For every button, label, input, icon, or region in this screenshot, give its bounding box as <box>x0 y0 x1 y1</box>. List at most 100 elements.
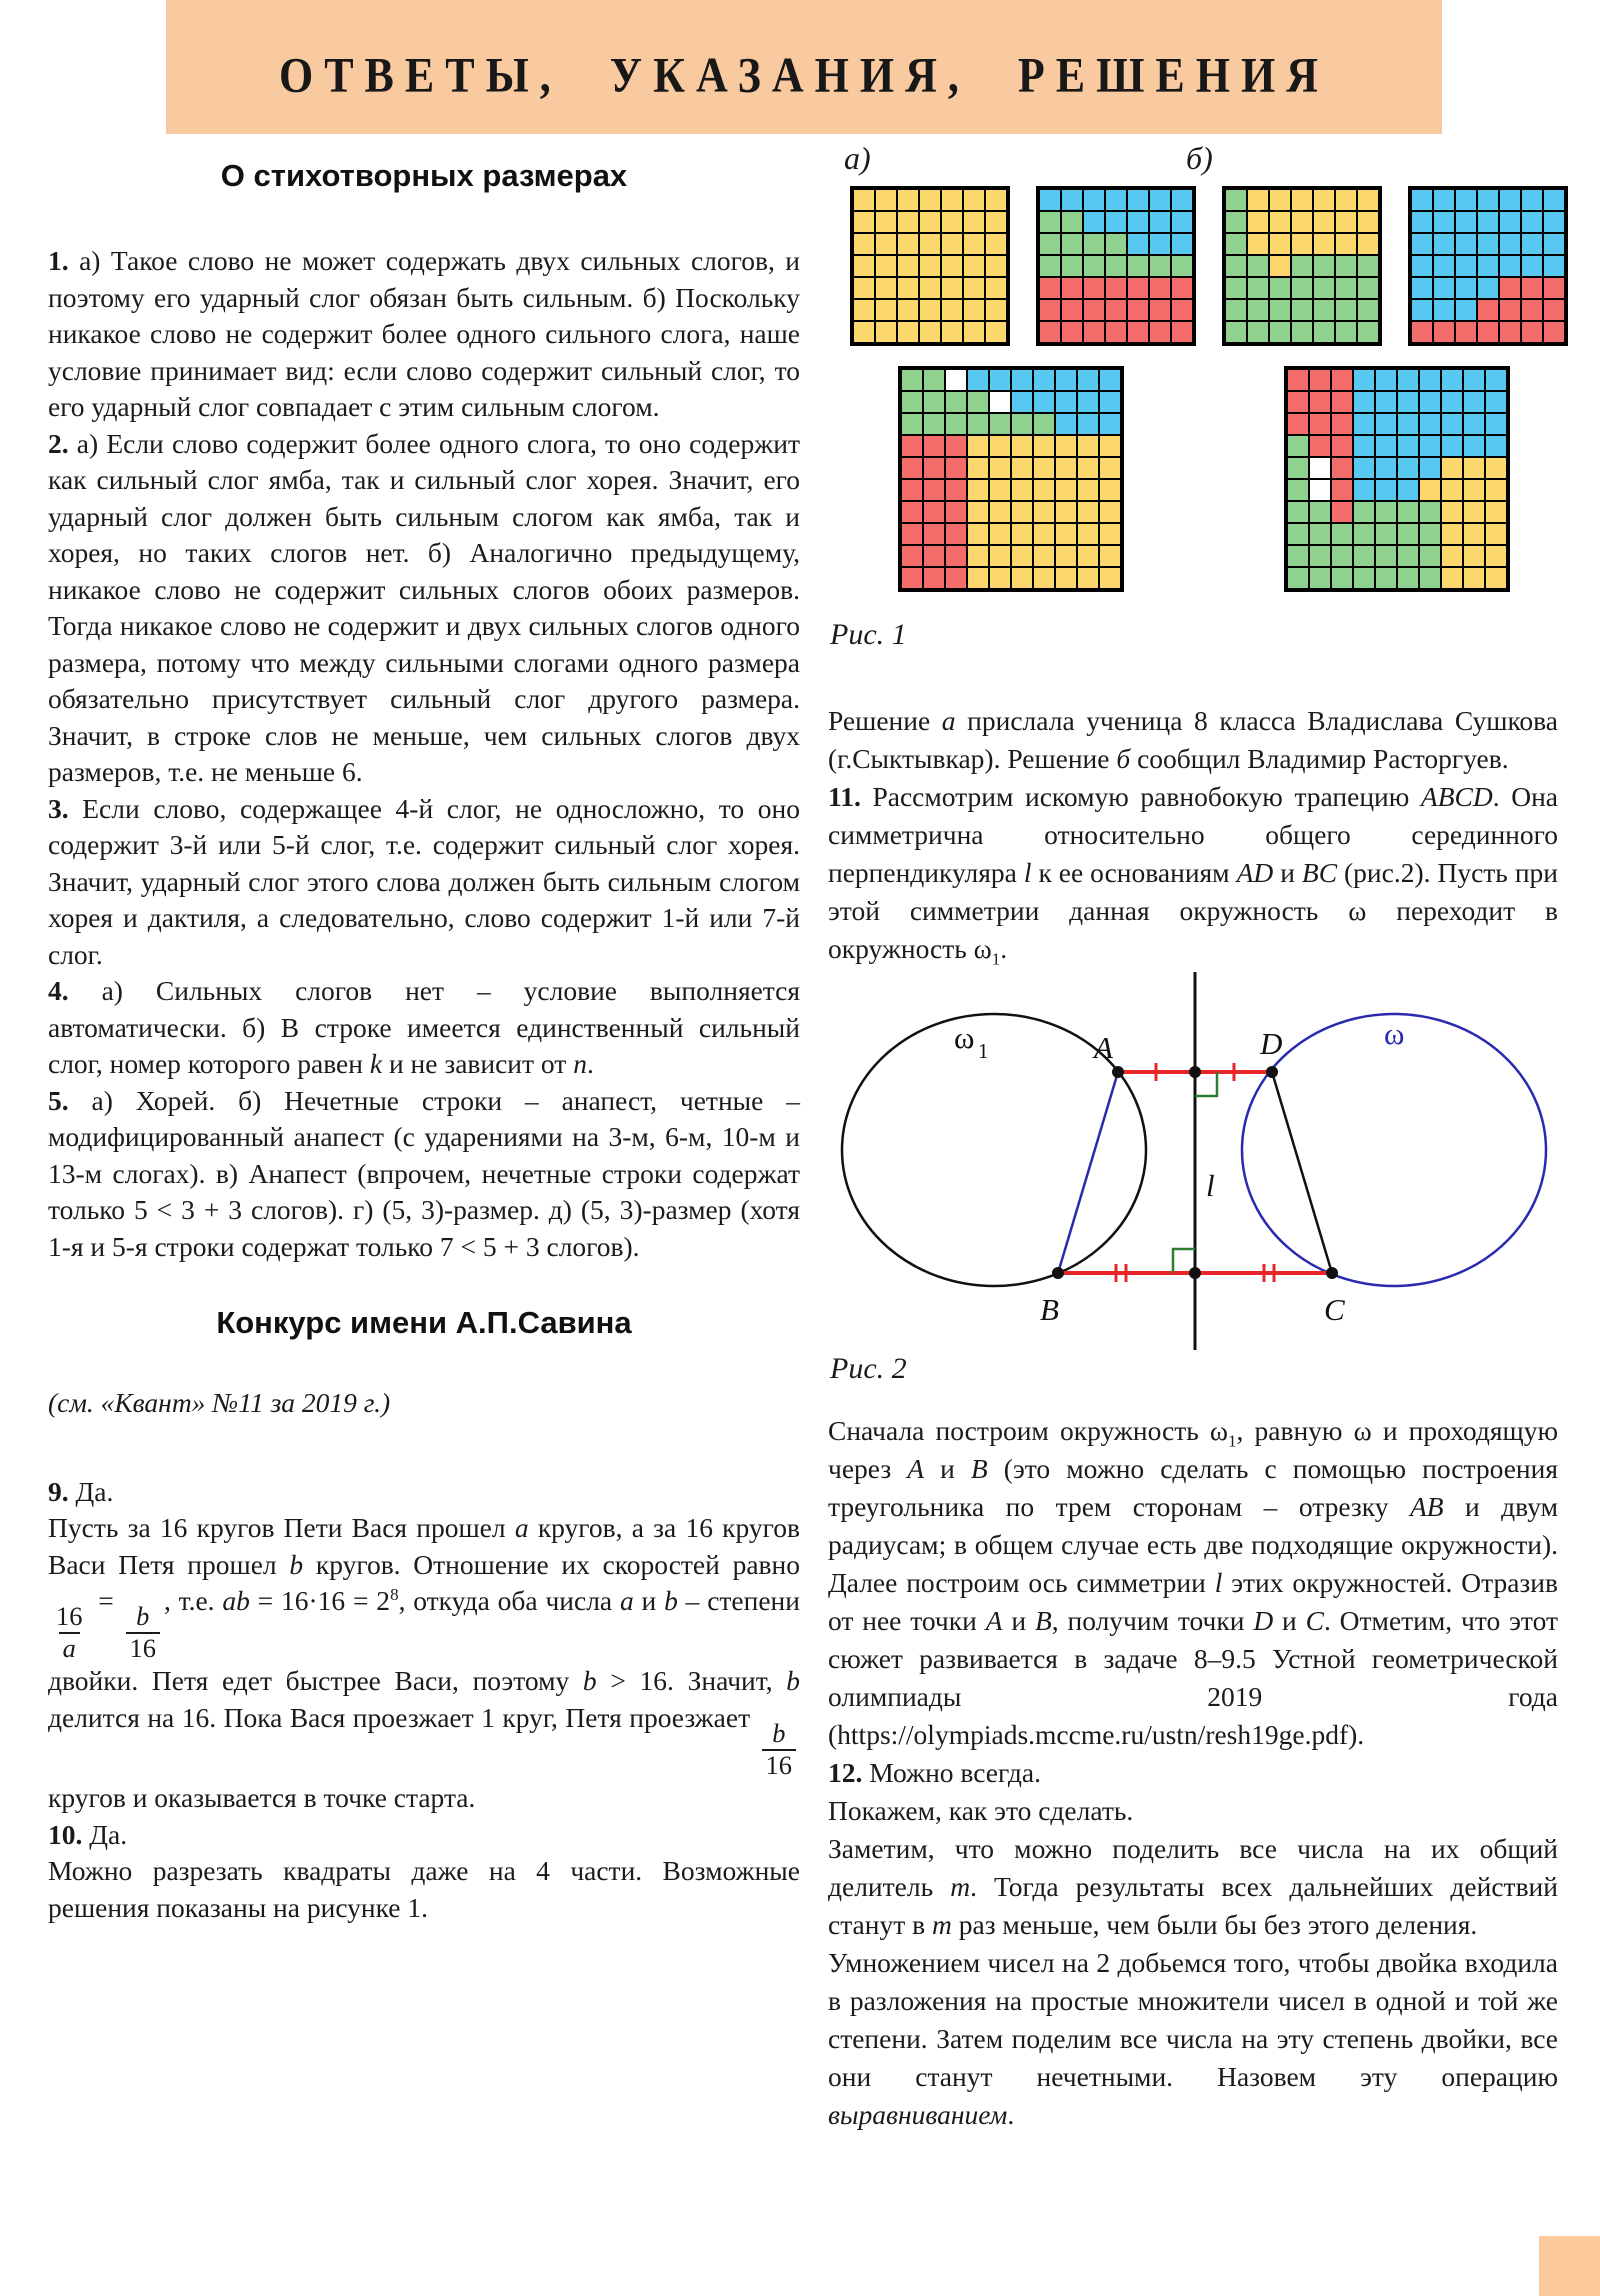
left-column: О стихотворных размерах 1. а) Такое слов… <box>48 140 800 1926</box>
grid-cell <box>923 457 945 479</box>
grid-cell <box>985 189 1007 211</box>
grid-cell <box>1331 391 1353 413</box>
grid-cell <box>1543 255 1565 277</box>
grid-cell <box>1485 457 1507 479</box>
grid-cell <box>967 567 989 589</box>
grid-cell <box>967 501 989 523</box>
circle-omega1 <box>840 1012 1148 1288</box>
page-header-band: ОТВЕТЫ, УКАЗАНИЯ, РЕШЕНИЯ <box>166 0 1442 134</box>
label-omega1: ω <box>954 1020 974 1055</box>
grid-cell <box>1083 277 1105 299</box>
grid-cell <box>875 255 897 277</box>
grid-cell <box>1033 369 1055 391</box>
grid-cell <box>1375 545 1397 567</box>
grid-cell <box>1375 413 1397 435</box>
grid-cell <box>1287 501 1309 523</box>
grid-cell <box>1171 321 1193 343</box>
grid-cell <box>1441 391 1463 413</box>
grid-cell <box>853 321 875 343</box>
grid-cell <box>1499 233 1521 255</box>
fraction: b 16 <box>125 1602 160 1663</box>
paragraph: Умножением чисел на 2 добьемся того, что… <box>828 1947 1558 2130</box>
grid-cell <box>967 369 989 391</box>
grid-cell <box>1397 391 1419 413</box>
grid-cell <box>1039 255 1061 277</box>
grid-cell <box>1331 413 1353 435</box>
grid-cell <box>853 255 875 277</box>
grid-cell <box>1313 189 1335 211</box>
grid-cell <box>1077 523 1099 545</box>
grid-cell <box>1077 413 1099 435</box>
grid-cell <box>1309 391 1331 413</box>
grid-cell <box>963 255 985 277</box>
grid-cell <box>985 277 1007 299</box>
grid-cell <box>1291 211 1313 233</box>
grid-cell <box>1477 255 1499 277</box>
grid-cell <box>985 233 1007 255</box>
grid-cell <box>1247 233 1269 255</box>
grid-cell <box>1055 391 1077 413</box>
grid-cell <box>1011 479 1033 501</box>
label-point-C: C <box>1324 1292 1345 1327</box>
grid-cell <box>945 479 967 501</box>
grid-cell <box>1011 369 1033 391</box>
grid-cell <box>901 457 923 479</box>
grid-cell <box>1375 369 1397 391</box>
paragraph: (см. «Квант» №11 за 2019 г.) <box>48 1387 391 1418</box>
grid-cell <box>1397 479 1419 501</box>
grid-cell <box>1077 479 1099 501</box>
grid-cell <box>1353 391 1375 413</box>
grid-cell <box>941 255 963 277</box>
grid-cell <box>1055 369 1077 391</box>
grid-cell <box>1353 435 1375 457</box>
grid-cell <box>1375 479 1397 501</box>
grid-cell <box>1033 545 1055 567</box>
paragraph: 5. а) Хорей. б) Нечетные строки – анапес… <box>48 1084 800 1262</box>
grid-cell <box>1011 391 1033 413</box>
grid-cell <box>1287 413 1309 435</box>
grid-cell <box>1463 457 1485 479</box>
grid-cell <box>1287 391 1309 413</box>
grid-cell <box>1375 501 1397 523</box>
page-title: ОТВЕТЫ, УКАЗАНИЯ, РЕШЕНИЯ <box>278 47 1330 103</box>
paragraph: Заметим, что можно поделить все числа на… <box>828 1833 1558 1940</box>
grid-cell <box>1331 567 1353 589</box>
grid-cell <box>1291 255 1313 277</box>
grid-cell <box>875 211 897 233</box>
grid-cell <box>1331 457 1353 479</box>
grid-cell <box>1485 391 1507 413</box>
label-point-A: A <box>1092 1030 1114 1065</box>
grid-cell <box>1353 413 1375 435</box>
paragraph: 1. а) Такое слово не может содержать дву… <box>48 245 800 422</box>
grid-cell <box>1309 369 1331 391</box>
grid-cell <box>1039 189 1061 211</box>
paragraph: Пусть за 16 кругов Пети Вася прошел a кр… <box>48 1512 801 1814</box>
grid-cell <box>1357 299 1379 321</box>
grid-cell <box>897 233 919 255</box>
grid-cell <box>1269 277 1291 299</box>
grid-cell <box>1269 211 1291 233</box>
section-title-poetry: О стихотворных размерах <box>220 158 628 193</box>
grid-cell <box>1335 233 1357 255</box>
grid-cell <box>901 369 923 391</box>
grid-cell <box>1061 299 1083 321</box>
grid-cell <box>1127 321 1149 343</box>
grid-cell <box>1247 321 1269 343</box>
grid-cell <box>1039 233 1061 255</box>
fraction: b 16 <box>761 1719 796 1780</box>
right-column: а) б) Рис. 1 Решение а прислала ученица … <box>828 140 1568 2134</box>
grid-cell <box>963 277 985 299</box>
grid-cell <box>1397 501 1419 523</box>
cut-grid <box>898 366 1124 592</box>
grid-cell <box>1397 457 1419 479</box>
grid-cell <box>1291 299 1313 321</box>
grid-cell <box>1411 277 1433 299</box>
grid-cell <box>967 435 989 457</box>
paragraph: 2. а) Если слово содержит более одного с… <box>48 427 800 788</box>
paragraph: 10. Да. <box>48 1818 128 1850</box>
grid-cell <box>1521 211 1543 233</box>
grid-cell <box>1287 457 1309 479</box>
grid-cell <box>1055 545 1077 567</box>
grid-cell <box>901 523 923 545</box>
grid-cell <box>901 435 923 457</box>
